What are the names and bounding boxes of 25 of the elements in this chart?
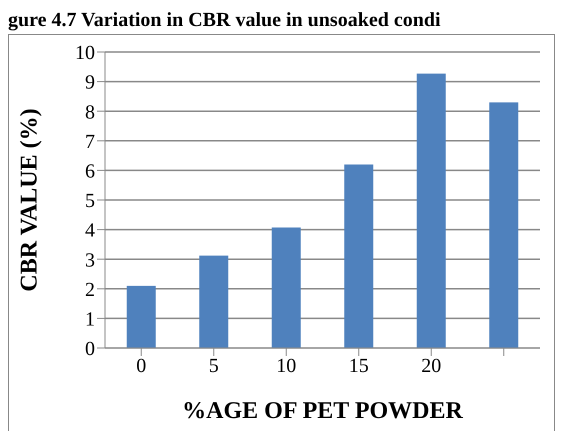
x-tick-label: 10 xyxy=(276,355,296,378)
y-tick-label: 5 xyxy=(85,190,95,212)
bar xyxy=(199,256,228,348)
y-tick-label: 1 xyxy=(85,308,95,330)
x-tick-label: 20 xyxy=(421,355,442,378)
y-tick-label: 10 xyxy=(75,42,95,64)
x-tick-label: 0 xyxy=(136,355,146,378)
y-tick-label: 3 xyxy=(85,249,95,272)
x-tick-label: 5 xyxy=(208,355,219,378)
bar xyxy=(416,74,446,348)
y-tick-label: 2 xyxy=(85,278,95,301)
y-tick-label: 9 xyxy=(85,72,95,94)
y-tick-label: 4 xyxy=(85,220,95,242)
y-tick-label: 7 xyxy=(85,130,95,153)
x-axis-title: %AGE OF PET POWDER xyxy=(182,398,464,424)
bar xyxy=(272,228,301,348)
bar xyxy=(126,286,156,348)
y-tick-label: 6 xyxy=(85,160,95,182)
x-tick-label: 15 xyxy=(348,355,369,378)
y-tick-label: 8 xyxy=(85,101,95,124)
y-axis-title: CBR VALUE (%) xyxy=(16,108,43,292)
bar xyxy=(489,102,518,348)
chart-title: gure 4.7 Variation in CBR value in unsoaked condi xyxy=(8,8,442,32)
bar xyxy=(344,164,374,348)
y-tick-label: 0 xyxy=(85,338,95,360)
